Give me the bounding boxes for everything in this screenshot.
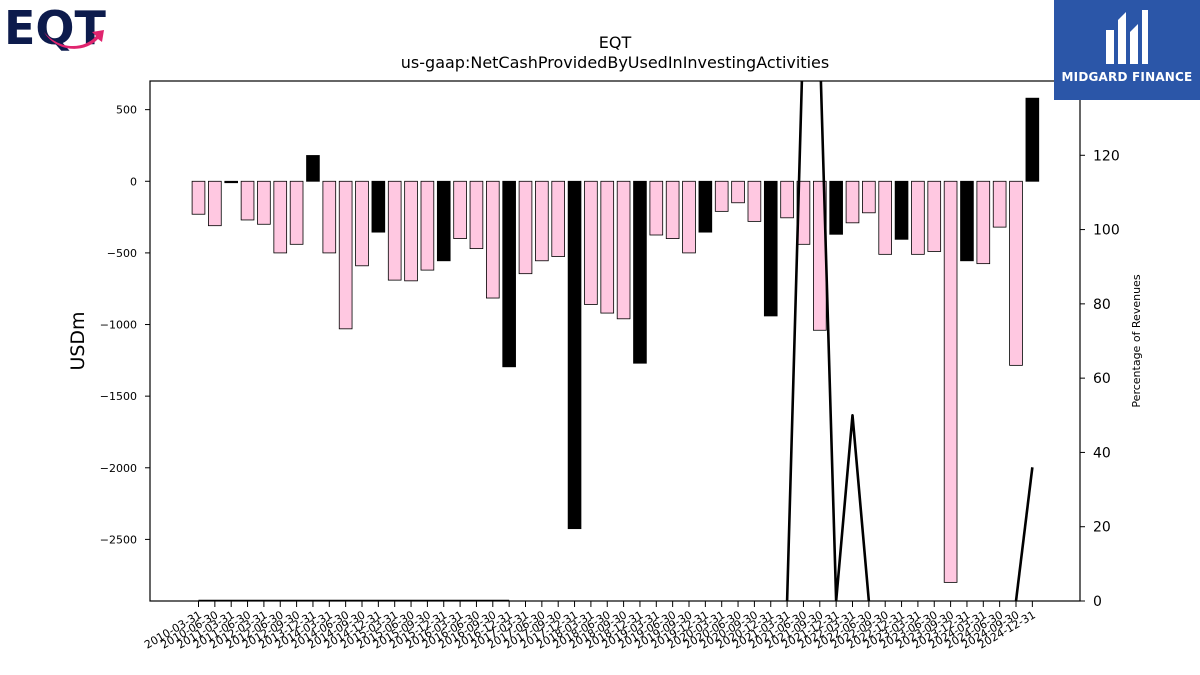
bar-2016-12-31: [502, 180, 516, 368]
bar-2011-06-30: [240, 180, 255, 221]
y2-tick-label: 0: [1093, 594, 1102, 610]
bar-2020-03-31: [714, 180, 729, 212]
bar-2023-03-31: [911, 180, 925, 255]
midgard-finance-logo: MIDGARD FINANCE: [1054, 0, 1200, 100]
y-tick-label: −1500: [100, 390, 137, 403]
line-segment: [1014, 467, 1034, 601]
bar-2020-12-31: [763, 180, 778, 317]
line-series: [198, 81, 1034, 601]
bar-2015-12-31: [436, 180, 451, 262]
bar-2024-06-30: [992, 180, 1007, 228]
bar-2018-03-31: [584, 180, 598, 305]
bar-2014-09-30: [355, 180, 369, 267]
bar-2014-12-31: [371, 180, 386, 233]
bar-2017-03-31: [518, 180, 533, 275]
bar-2010-03-31: [191, 180, 206, 215]
y-tick-label: 500: [116, 104, 137, 117]
bar-2019-03-31: [649, 180, 664, 236]
bar-series: [191, 97, 1040, 583]
bar-2019-09-30: [682, 180, 696, 254]
bar-2015-06-30: [404, 180, 418, 282]
bar-2016-09-30: [485, 180, 500, 299]
bar-2022-09-30: [878, 180, 892, 255]
bar-2012-03-31: [257, 180, 271, 225]
bar-2018-12-31: [633, 180, 647, 364]
y-tick-label: −1000: [100, 319, 137, 332]
chart-title: EQT: [599, 33, 632, 52]
x-axis: 2010-03-312010-06-302011-03-312011-06-30…: [142, 601, 1038, 652]
y2-tick-label: 80: [1093, 297, 1111, 313]
bar-2020-09-30: [747, 180, 762, 222]
left-axis: 500 0 −500 −1000 −1500 −2000 −2500: [100, 104, 150, 546]
bar-2018-09-30: [616, 180, 631, 320]
plot-frame: [149, 80, 1081, 602]
bar-2022-06-30: [862, 180, 876, 214]
bar-2015-09-30: [420, 180, 435, 271]
bar-2014-06-30: [338, 180, 353, 330]
bar-2024-09-30: [1009, 180, 1023, 366]
y2-axis-label: Percentage of Revenues: [1130, 274, 1143, 407]
bar-2023-12-31: [960, 180, 974, 262]
bar-2012-09-30: [289, 180, 304, 245]
y2-tick-label: 40: [1093, 445, 1111, 461]
bar-2023-06-30: [927, 180, 942, 252]
line-segment: [785, 81, 871, 601]
bar-2024-12-31: [1025, 97, 1040, 182]
bar-2017-06-30: [535, 180, 549, 262]
bar-2022-12-31: [894, 180, 909, 240]
bar-2012-06-30: [273, 180, 288, 254]
bar-2014-03-31: [322, 180, 337, 254]
y-tick-label: −2000: [100, 462, 137, 475]
svg-text:EQT: EQT: [4, 2, 107, 54]
midgard-finance-text: MIDGARD FINANCE: [1061, 70, 1193, 84]
bar-2011-03-31: [224, 180, 239, 184]
bar-2010-06-30: [208, 180, 222, 227]
bar-2019-12-31: [698, 180, 713, 233]
y2-tick-label: 120: [1093, 148, 1120, 164]
y-axis-label: USDm: [67, 311, 89, 370]
y-tick-label: −2500: [100, 533, 137, 546]
bar-2019-06-30: [665, 180, 680, 239]
y-tick-label: −500: [107, 247, 137, 260]
bar-2024-03-31: [976, 180, 991, 265]
bar-2013-12-31: [306, 155, 320, 182]
bar-2017-12-31: [567, 180, 582, 530]
bar-2017-09-30: [551, 180, 565, 257]
bar-2018-06-30: [600, 180, 615, 314]
bar-2020-06-30: [731, 180, 745, 204]
bar-2022-03-31: [845, 180, 860, 224]
bar-2016-03-31: [453, 180, 467, 239]
bar-2015-03-31: [387, 180, 402, 281]
eqt-logo: EQT: [4, 1, 144, 55]
chart-subtitle: us-gaap:NetCashProvidedByUsedInInvesting…: [401, 53, 829, 72]
bar-2023-09-30: [943, 180, 958, 583]
bar-2021-12-31: [829, 180, 843, 235]
y2-tick-label: 20: [1093, 520, 1111, 536]
bar-2021-03-31: [780, 180, 794, 219]
y2-tick-label: 100: [1093, 223, 1120, 239]
y2-tick-label: 60: [1093, 371, 1111, 387]
y-tick-label: 0: [130, 175, 137, 188]
right-axis: 0 20 40 60 80 100 120: [1080, 148, 1120, 610]
bar-2016-06-30: [469, 180, 484, 250]
